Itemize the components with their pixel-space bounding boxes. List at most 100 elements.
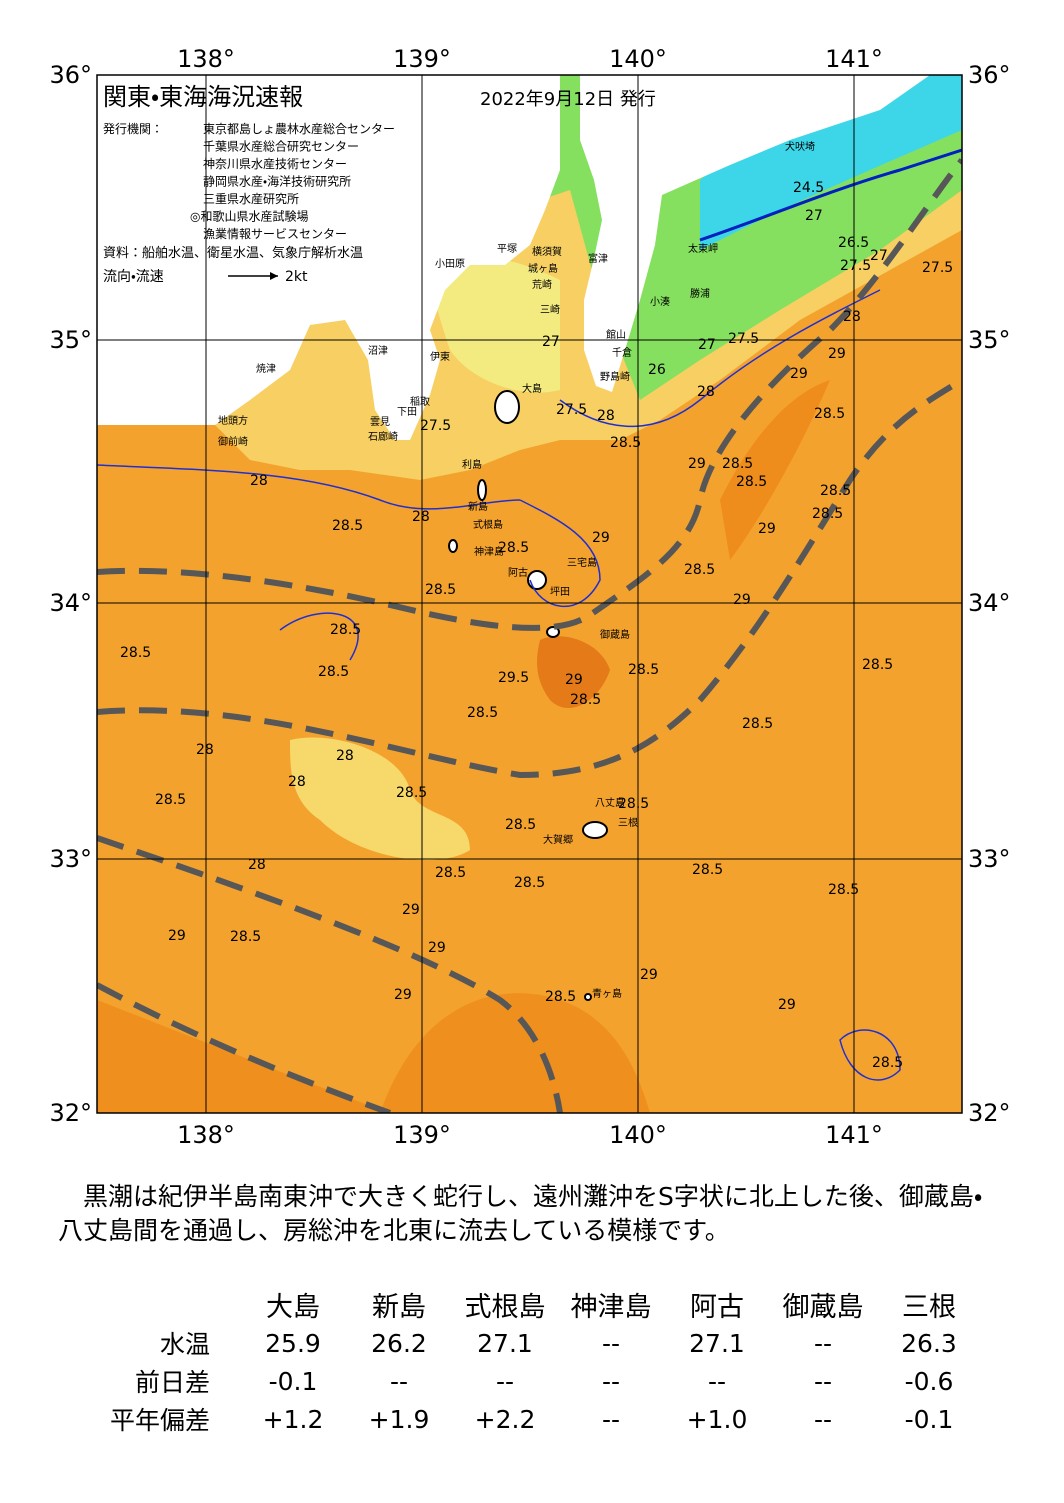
- place-label: 三根: [618, 816, 638, 829]
- table-cell: --: [813, 1328, 833, 1358]
- contour-label: 27.5: [728, 331, 759, 347]
- contour-label: 28.5: [330, 622, 361, 638]
- contour-label: 27.5: [556, 402, 587, 418]
- place-label: 太東岬: [688, 242, 718, 255]
- contour-label: 28.5: [570, 692, 601, 708]
- lon-label: 141°: [825, 45, 883, 73]
- lat-label: 33°: [968, 845, 1011, 873]
- row-label: 前日差: [134, 1368, 210, 1397]
- place-label: 新島: [468, 500, 488, 513]
- lat-label: 34°: [49, 589, 92, 617]
- contour-label: 28.5: [684, 562, 715, 578]
- contour-label: 27: [805, 208, 823, 224]
- place-label: 沼津: [368, 344, 388, 357]
- contour-label: 27: [698, 337, 716, 353]
- table-cell: --: [601, 1328, 621, 1358]
- station-table: 大島 新島 式根島 神津島 阿古 御蔵島 三根 水温 25.9 26.2 27.1 -- 27.1 -- 2…: [60, 1285, 982, 1438]
- contour-label: 29: [428, 940, 446, 956]
- place-label: 稲取: [410, 396, 430, 408]
- column-header: 三根: [902, 1292, 956, 1323]
- sea-surface: [97, 75, 962, 1113]
- issuer: ◎和歌山県水産試験場: [190, 209, 308, 224]
- contour-label: 29: [394, 987, 412, 1003]
- contour-label: 28.5: [862, 657, 893, 673]
- table-cell: -0.1: [268, 1366, 318, 1396]
- lat-label: 32°: [49, 1099, 92, 1127]
- place-label: 三宅島: [567, 556, 597, 569]
- contour-label: 29: [733, 592, 751, 608]
- contour-label: 29: [402, 902, 420, 918]
- contour-label: 29: [688, 456, 706, 472]
- table-cell: 25.9: [265, 1328, 321, 1358]
- contour-label: 28: [336, 748, 354, 764]
- issuer: 漁業情報サービスセンター: [203, 227, 347, 241]
- row-label: 水温: [159, 1330, 210, 1359]
- issue-date: 2022年9月12日 発行: [480, 89, 656, 110]
- table-cell: 27.1: [477, 1328, 533, 1358]
- place-label: 勝浦: [690, 287, 710, 300]
- contour-label: 29: [640, 967, 658, 983]
- place-label: 式根島: [473, 518, 503, 531]
- column-header: 式根島: [464, 1292, 546, 1323]
- place-label: 御蔵島: [600, 628, 630, 641]
- place-label: 城ヶ島: [528, 262, 558, 275]
- table-cell: +1.0: [686, 1404, 748, 1434]
- contour-label: 27.5: [840, 258, 871, 274]
- lat-label: 34°: [968, 589, 1011, 617]
- contour-label: 27: [870, 248, 888, 264]
- place-label: 石廊崎: [368, 430, 398, 443]
- issuer-label: 発行機関：: [103, 122, 163, 136]
- contour-label: 28.5: [736, 474, 767, 490]
- issuer: 神奈川県水産技術センター: [203, 156, 347, 171]
- column-header: 神津島: [570, 1292, 652, 1323]
- contour-label: 28: [250, 473, 268, 489]
- issuer: 千葉県水産総合研究センター: [203, 139, 359, 154]
- description: 黒潮は紀伊半島南東沖で大きく蛇行し、遠州灘沖をS字状に北上した後、御蔵島・八丈島…: [58, 1182, 983, 1245]
- place-label: 館山: [606, 328, 626, 341]
- place-label: 雲見: [370, 416, 390, 428]
- contour-label: 28.5: [742, 716, 773, 732]
- place-label: 荒崎: [532, 278, 552, 291]
- lon-label: 138°: [177, 1121, 235, 1149]
- table-cell: -0.1: [904, 1404, 954, 1434]
- corner: [60, 1285, 240, 1324]
- lat-label: 36°: [968, 61, 1011, 89]
- flow-label: 流向・流速: [103, 269, 164, 285]
- contour-label: 28: [412, 509, 430, 525]
- contour-label: 28.5: [396, 785, 427, 801]
- contour-label: 28: [843, 309, 861, 325]
- flow-arrowhead: [270, 272, 278, 280]
- contour-label: 28.5: [332, 518, 363, 534]
- contour-label: 28.5: [692, 862, 723, 878]
- contour-label: 28: [248, 857, 266, 873]
- map-frame: [96, 74, 963, 1114]
- contour-label: 28.5: [722, 456, 753, 472]
- lat-label: 32°: [968, 1099, 1011, 1127]
- contour-label: 29: [828, 346, 846, 362]
- place-label: 千倉: [612, 347, 632, 359]
- place-label: 地頭方: [218, 414, 248, 427]
- table-cell: --: [601, 1366, 621, 1396]
- contour-label: 28.5: [435, 865, 466, 881]
- contour-label: 28.5: [505, 817, 536, 833]
- table-cell: --: [389, 1366, 409, 1396]
- contour-label: 28.5: [467, 705, 498, 721]
- table-cell: 26.3: [901, 1328, 957, 1358]
- table-cell: --: [495, 1366, 515, 1396]
- contour-label: 28.5: [828, 882, 859, 898]
- contour-label: 28.5: [425, 582, 456, 598]
- contour-label: 29: [565, 672, 583, 688]
- issuer: 三重県水産研究所: [203, 192, 299, 206]
- contour-label: 29: [758, 521, 776, 537]
- contour-label: 27.5: [420, 418, 451, 434]
- place-label: 平塚: [497, 243, 517, 255]
- row-label: 平年偏差: [109, 1406, 210, 1435]
- place-label: 坪田: [550, 585, 570, 598]
- contour-label: 28.5: [820, 483, 851, 499]
- lon-label: 140°: [609, 1121, 667, 1149]
- place-label: 阿古: [508, 566, 528, 579]
- lat-label: 33°: [49, 845, 92, 873]
- contour-label: 29: [168, 928, 186, 944]
- flow-scale: 2kt: [285, 269, 308, 285]
